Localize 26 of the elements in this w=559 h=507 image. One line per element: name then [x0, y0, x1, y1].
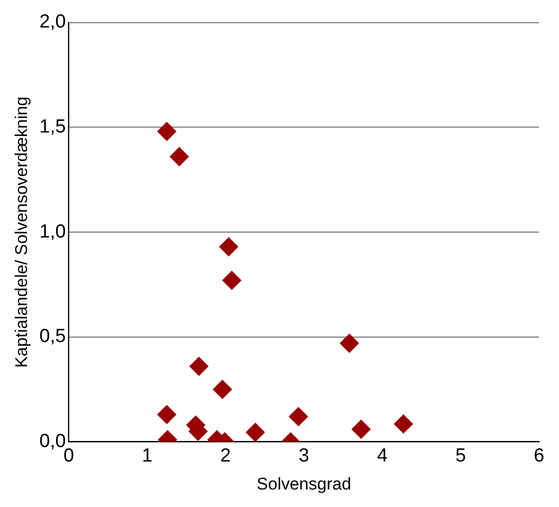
x-tick-label: 4 [376, 445, 388, 466]
point [189, 356, 208, 376]
point [170, 147, 189, 166]
point [340, 334, 359, 353]
point [157, 405, 176, 424]
point [394, 414, 413, 434]
y-tick-label: 2,0 [39, 12, 66, 33]
x-tick-label: 1 [142, 445, 152, 466]
x-tick-label: 6 [534, 445, 544, 466]
y-tick-label: 0,0 [39, 431, 66, 452]
point [157, 122, 176, 141]
y-tick-label: 0,5 [39, 326, 66, 348]
y-axis-title: Kaptialandele/ Solvensoverdækning [12, 96, 31, 368]
x-axis-title: Solvensgrad [256, 474, 352, 494]
point [219, 237, 238, 256]
point [352, 420, 371, 439]
x-tick-label: 5 [455, 445, 466, 466]
x-tick-label: 2 [220, 445, 231, 466]
x-tick-label: 0 [64, 445, 74, 466]
point [212, 380, 232, 399]
point [246, 422, 265, 442]
point [288, 407, 308, 426]
point [222, 270, 242, 290]
y-tick-label: 1,5 [39, 116, 66, 138]
y-tick-label: 1,0 [39, 221, 66, 242]
x-tick-label: 3 [298, 445, 310, 466]
